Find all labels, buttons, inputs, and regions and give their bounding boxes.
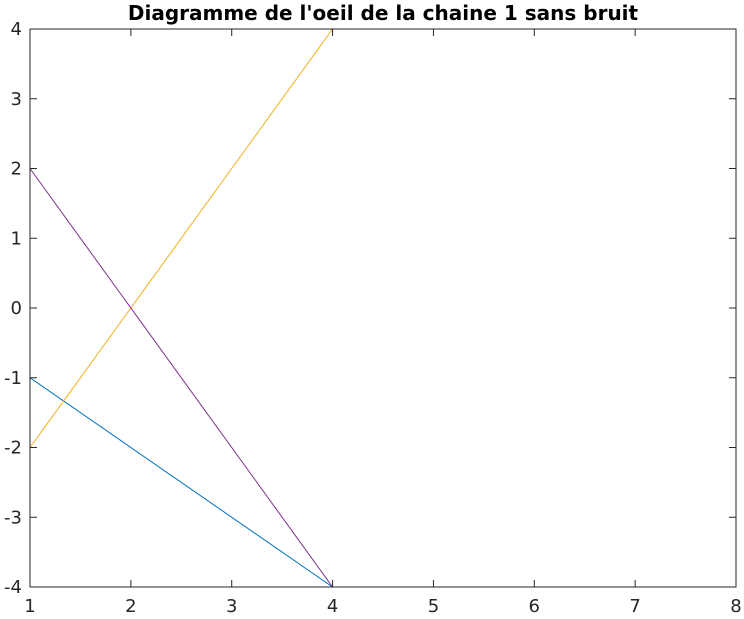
series-line-3	[29, 28, 736, 448]
x-tick-label: 2	[125, 596, 136, 617]
x-tick-label: 4	[327, 596, 338, 617]
y-tick-label: 0	[11, 298, 22, 319]
chart-title: Diagramme de l'oeil de la chaine 1 sans …	[128, 1, 639, 25]
series-line-4	[29, 168, 736, 588]
series-line-1	[29, 377, 333, 588]
y-tick-label: 2	[11, 159, 22, 180]
y-tick-label: -3	[4, 507, 22, 528]
y-tick-label: 4	[11, 19, 22, 40]
y-tick-label: -4	[4, 577, 22, 598]
y-tick-label: 3	[11, 89, 22, 110]
plot-area-frame	[29, 28, 737, 588]
x-tick-label: 1	[24, 596, 35, 617]
y-tick-label: -1	[4, 368, 22, 389]
series-layer	[29, 28, 736, 588]
y-tick-label: 1	[11, 228, 22, 249]
x-tick-label: 7	[629, 596, 640, 617]
x-tick-label: 5	[428, 596, 439, 617]
y-tick-label: -2	[4, 438, 22, 459]
y-axis: -4 -3 -2 -1 0 1 2 3 4	[4, 19, 736, 598]
x-tick-label: 3	[226, 596, 237, 617]
x-tick-label: 6	[529, 596, 540, 617]
x-axis: 1 2 3 4 5 6 7 8	[24, 29, 742, 617]
x-tick-label: 8	[730, 596, 741, 617]
